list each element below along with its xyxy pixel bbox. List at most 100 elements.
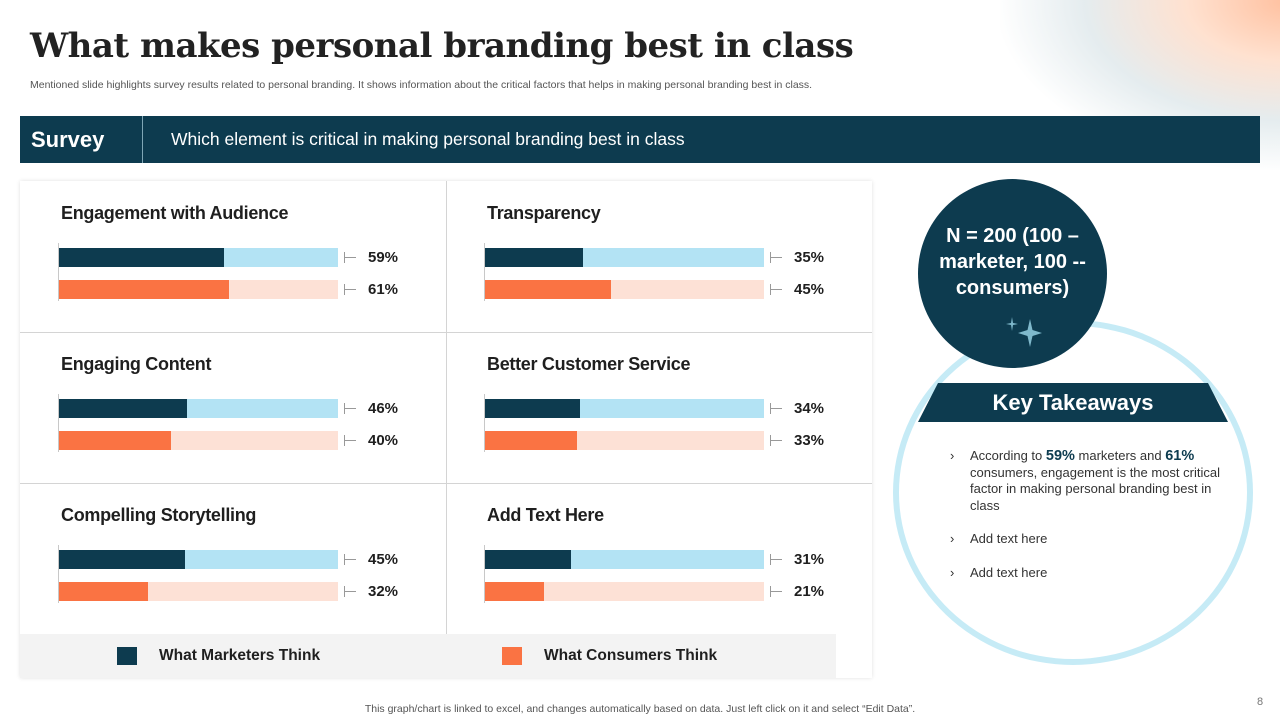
marketers-bar xyxy=(485,550,572,569)
data-label-leader xyxy=(770,280,782,299)
marketers-bar-track xyxy=(485,248,764,267)
bar-axis-line xyxy=(484,243,485,301)
legend-item-marketers: What Marketers Think xyxy=(117,647,320,665)
survey-banner: Survey Which element is critical in maki… xyxy=(20,116,1260,163)
takeaway-highlight-marketers: 59% xyxy=(1045,448,1075,464)
marketers-bar xyxy=(485,248,583,267)
consumers-value-label: 21% xyxy=(794,583,825,600)
takeaway-list: › According to 59% marketers and 61% con… xyxy=(950,448,1225,598)
grid-divider-horizontal xyxy=(20,483,872,484)
consumers-bar xyxy=(485,280,611,299)
metric-panel: Compelling Storytelling 45% 32% xyxy=(20,483,446,634)
marketers-bar xyxy=(485,399,580,418)
slide-title: What makes personal branding best in cla… xyxy=(30,26,854,66)
metric-title: Engaging Content xyxy=(61,354,212,374)
consumers-value-label: 61% xyxy=(368,281,399,298)
legend-label-consumers: What Consumers Think xyxy=(544,647,718,664)
legend-item-consumers: What Consumers Think xyxy=(502,647,717,665)
takeaway-text-post: consumers, engagement is the most critic… xyxy=(970,464,1220,513)
data-label-leader xyxy=(770,431,782,450)
takeaway-item: › According to 59% marketers and 61% con… xyxy=(950,448,1225,514)
grid-divider-horizontal xyxy=(20,332,872,333)
data-label-leader xyxy=(770,248,782,267)
marketers-bar xyxy=(59,399,188,418)
metric-title: Better Customer Service xyxy=(487,354,691,374)
consumers-value-label: 32% xyxy=(368,583,399,600)
metric-panel: Engagement with Audience 59% 61% xyxy=(20,181,446,332)
data-label-leader xyxy=(344,248,356,267)
bar-axis-line xyxy=(58,243,59,301)
consumers-value-label: 33% xyxy=(794,432,825,449)
data-label-leader xyxy=(344,582,356,601)
marketers-bar-track xyxy=(59,399,338,418)
bar-axis-line xyxy=(58,545,59,603)
takeaway-text: Add text here xyxy=(970,531,1048,546)
survey-chart[interactable]: What Marketers Think What Consumers Thin… xyxy=(20,181,872,678)
marketers-value-label: 45% xyxy=(368,551,399,568)
data-label-leader xyxy=(770,399,782,418)
grid-divider-vertical xyxy=(446,181,447,634)
data-label-leader xyxy=(344,431,356,450)
takeaway-highlight-consumers: 61% xyxy=(1165,448,1195,464)
chart-legend: What Marketers Think What Consumers Thin… xyxy=(20,634,836,678)
sample-size-text: N = 200 (100 – marketer, 100 -- consumer… xyxy=(939,224,1086,299)
takeaway-text-pre: According to xyxy=(970,448,1046,463)
metric-title: Compelling Storytelling xyxy=(61,505,257,525)
bar-axis-line xyxy=(484,545,485,603)
takeaway-text-mid: marketers and xyxy=(1074,448,1166,463)
marketers-bar-track xyxy=(485,399,764,418)
consumers-bar xyxy=(59,280,230,299)
takeaway-item: › Add text here xyxy=(950,531,1225,548)
consumers-bar xyxy=(485,582,544,601)
consumers-value-label: 40% xyxy=(368,432,399,449)
key-takeaways-header: Key Takeaways xyxy=(918,383,1228,422)
metric-panel: Engaging Content 46% 40% xyxy=(20,332,446,483)
marketers-bar-track xyxy=(59,248,338,267)
chevron-right-icon: › xyxy=(950,564,955,580)
marketers-bar xyxy=(59,550,185,569)
footer-note: This graph/chart is linked to excel, and… xyxy=(364,703,916,715)
consumers-value-label: 45% xyxy=(794,281,825,298)
legend-label-marketers: What Marketers Think xyxy=(159,647,321,664)
consumers-bar xyxy=(59,431,171,450)
marketers-bar-track xyxy=(485,550,764,569)
page-number: 8 xyxy=(1257,696,1264,708)
consumers-bar-track xyxy=(59,280,338,299)
metric-title: Add Text Here xyxy=(487,505,604,525)
consumers-bar-track xyxy=(485,431,764,450)
metric-panel: Add Text Here 31% 21% xyxy=(446,483,872,634)
consumers-bar-track xyxy=(485,280,764,299)
sparkle-icon xyxy=(1006,317,1042,347)
marketers-bar-track xyxy=(59,550,338,569)
slide-subtitle: Mentioned slide highlights survey result… xyxy=(30,79,813,91)
metric-title: Transparency xyxy=(487,203,601,223)
data-label-leader xyxy=(344,550,356,569)
chevron-right-icon: › xyxy=(950,448,955,463)
takeaway-text: Add text here xyxy=(970,564,1048,580)
data-label-leader xyxy=(770,582,782,601)
consumers-bar-track xyxy=(59,582,338,601)
legend-swatch-consumers xyxy=(502,647,522,665)
bar-axis-line xyxy=(58,394,59,452)
marketers-bar xyxy=(59,248,224,267)
marketers-value-label: 46% xyxy=(368,400,399,417)
marketers-value-label: 35% xyxy=(794,249,825,266)
marketers-value-label: 31% xyxy=(794,551,825,568)
marketers-value-label: 34% xyxy=(794,400,825,417)
takeaway-item: › Add text here xyxy=(950,565,1225,582)
legend-swatch-marketers xyxy=(117,647,137,665)
metric-panel: Transparency 35% 45% xyxy=(446,181,872,332)
consumers-bar-track xyxy=(59,431,338,450)
metric-panel: Better Customer Service 34% 33% xyxy=(446,332,872,483)
data-label-leader xyxy=(344,280,356,299)
marketers-value-label: 59% xyxy=(368,249,399,266)
metric-title: Engagement with Audience xyxy=(61,203,289,223)
chevron-right-icon: › xyxy=(950,531,955,546)
data-label-leader xyxy=(344,399,356,418)
consumers-bar-track xyxy=(485,582,764,601)
sample-size-circle: N = 200 (100 – marketer, 100 -- consumer… xyxy=(918,179,1107,368)
survey-question: Which element is critical in making pers… xyxy=(171,129,685,149)
consumers-bar xyxy=(485,431,578,450)
data-label-leader xyxy=(770,550,782,569)
consumers-bar xyxy=(59,582,149,601)
